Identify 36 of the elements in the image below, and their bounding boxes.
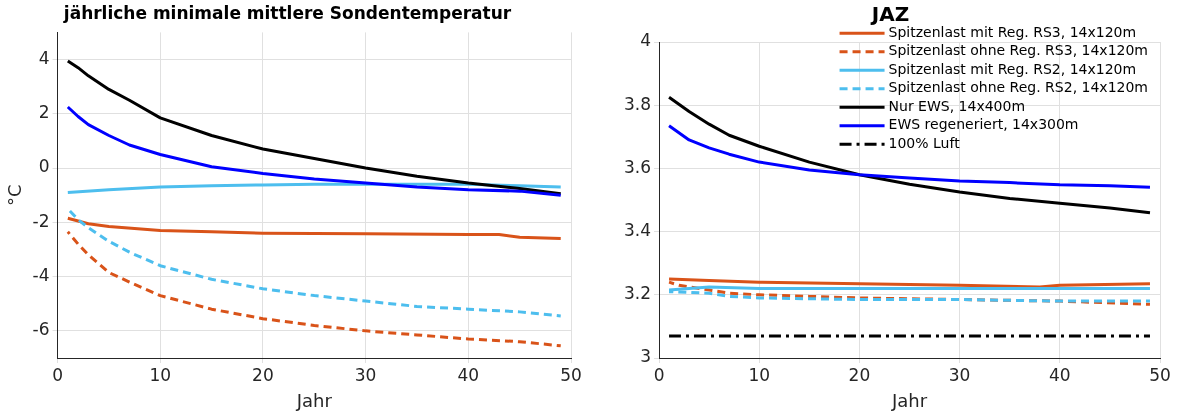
y-tick-label: 2 <box>38 102 50 123</box>
x-tick-label: 40 <box>1048 364 1071 385</box>
x-tick-label: 40 <box>457 364 480 385</box>
x-tick-label: 0 <box>52 364 63 385</box>
x-tick-label: 10 <box>748 364 771 385</box>
legend-label: Spitzenlast ohne Reg. RS2, 14x120m <box>888 79 1149 96</box>
y-tick-label: -6 <box>32 319 50 340</box>
y-tick-label: 3.4 <box>623 220 652 241</box>
legend-label: 100% Luft <box>888 134 961 151</box>
x-tick-label: 30 <box>948 364 971 385</box>
x-tick-label: 50 <box>1149 364 1171 385</box>
y-axis-title: °C <box>4 184 26 206</box>
legend-label: EWS regeneriert, 14x300m <box>888 116 1079 133</box>
legend-label: Nur EWS, 14x400m <box>888 97 1026 114</box>
x-axis-title: Jahr <box>295 389 333 411</box>
x-tick-label: 50 <box>560 364 582 385</box>
y-tick-label: 3.8 <box>623 93 652 114</box>
y-tick-label: 0 <box>38 156 50 177</box>
legend-label: Spitzenlast mit Reg. RS2, 14x120m <box>888 60 1137 77</box>
y-tick-label: 4 <box>640 30 652 51</box>
x-tick-label: 20 <box>252 364 274 385</box>
line-series <box>66 207 563 318</box>
line-series <box>66 230 563 348</box>
y-tick-label: 3 <box>640 346 652 367</box>
y-tick-label: 3.6 <box>623 156 652 177</box>
x-tick-label: 30 <box>354 364 377 385</box>
chart-title: jährliche minimale mittlere Sondentemperatur <box>62 2 512 23</box>
y-tick-label: -2 <box>32 210 50 231</box>
x-tick-label: 10 <box>149 364 172 385</box>
x-axis-title: Jahr <box>890 389 928 411</box>
x-tick-label: 20 <box>848 364 871 385</box>
y-tick-label: -4 <box>32 265 50 286</box>
y-tick-label: 3.2 <box>623 283 652 304</box>
y-tick-label: 4 <box>38 47 50 68</box>
x-tick-label: 0 <box>653 364 665 385</box>
legend-label: Spitzenlast ohne Reg. RS3, 14x120m <box>888 42 1149 59</box>
